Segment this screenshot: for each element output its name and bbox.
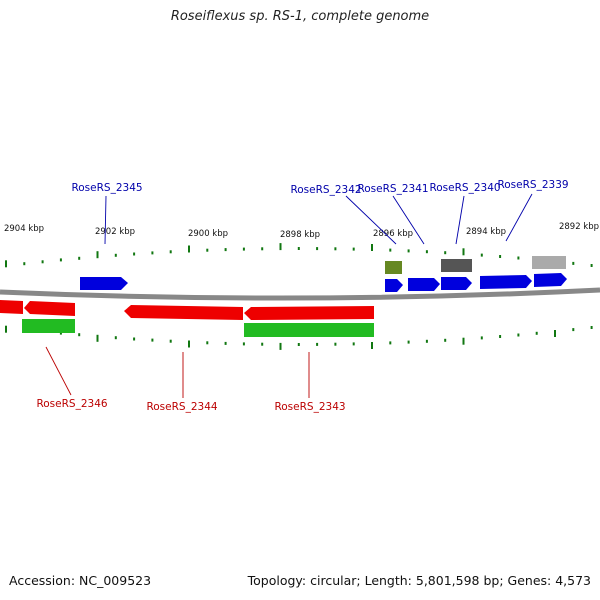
gene-label-2339[interactable]: RoseRS_2339 xyxy=(497,179,568,191)
ruler-label: 2900 kbp xyxy=(188,229,228,239)
ruler-labels: 2904 kbp 2902 kbp 2900 kbp 2898 kbp 2896 kbp… xyxy=(4,222,599,240)
gene-arrow-2344[interactable] xyxy=(124,305,243,320)
gene-label-2344[interactable]: RoseRS_2344 xyxy=(146,401,217,413)
gene-arrow-2339b[interactable] xyxy=(534,273,567,287)
gene-arrow-2343[interactable] xyxy=(244,306,374,320)
ruler-label: 2902 kbp xyxy=(95,227,135,237)
ruler-ticks-top xyxy=(5,243,593,268)
gene-arrow-2342[interactable] xyxy=(385,279,403,292)
gene-label-2342[interactable]: RoseRS_2342 xyxy=(290,184,361,196)
genome-summary-text: Topology: circular; Length: 5,801,598 bp… xyxy=(247,573,591,588)
feature-olive[interactable] xyxy=(385,261,402,274)
gene-label-2345[interactable]: RoseRS_2345 xyxy=(71,182,142,194)
accession-text: Accession: NC_009523 xyxy=(9,573,152,588)
ruler-label: 2904 kbp xyxy=(4,224,44,234)
genome-backbone xyxy=(0,287,600,301)
gene-label-2341[interactable]: RoseRS_2341 xyxy=(357,183,428,195)
gene-label-2346[interactable]: RoseRS_2346 xyxy=(36,398,107,410)
gene-arrow-2346[interactable] xyxy=(24,301,75,316)
ruler-label: 2892 kbp xyxy=(559,222,599,232)
rna-feature-2346[interactable] xyxy=(22,319,75,333)
gene-arrow-2339a[interactable] xyxy=(480,275,532,289)
leader-lines-top xyxy=(104,193,533,245)
gene-label-2340[interactable]: RoseRS_2340 xyxy=(429,182,500,194)
gene-arrow-2345[interactable] xyxy=(80,277,128,290)
gene-label-2343[interactable]: RoseRS_2343 xyxy=(274,401,345,413)
feature-dark-gray[interactable] xyxy=(441,259,472,272)
feature-light-gray[interactable] xyxy=(532,256,566,269)
gene-features[interactable] xyxy=(0,256,567,337)
rna-feature-2343[interactable] xyxy=(244,323,374,337)
gene-arrow-edge-left[interactable] xyxy=(0,300,23,314)
ruler-label: 2898 kbp xyxy=(280,230,320,240)
ruler-label: 2896 kbp xyxy=(373,229,413,239)
map-title: Roseiflexus sp. RS-1, complete genome xyxy=(170,9,430,24)
gene-arrow-2341[interactable] xyxy=(408,278,440,291)
gene-arrow-2340[interactable] xyxy=(441,277,472,290)
leader-lines-bottom xyxy=(45,346,310,398)
ruler-label: 2894 kbp xyxy=(466,227,506,237)
